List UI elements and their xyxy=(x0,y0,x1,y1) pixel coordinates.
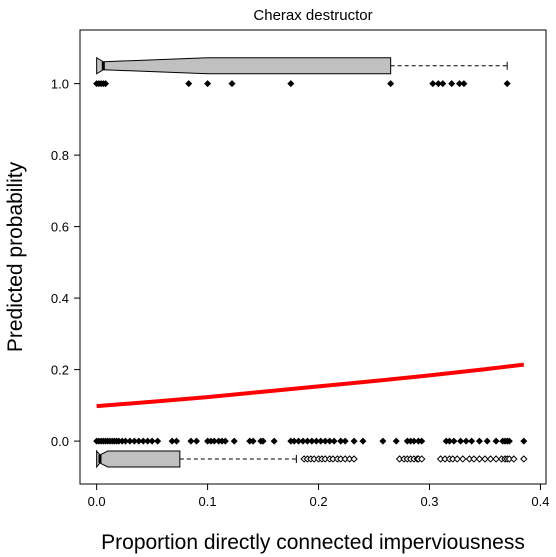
points-absent xyxy=(93,437,528,445)
plot-frame xyxy=(79,29,547,485)
y-axis-label: Predicted probability xyxy=(4,161,27,352)
absent-point xyxy=(418,437,426,445)
absent-point xyxy=(299,437,307,445)
absent-point xyxy=(154,437,162,445)
absent-point xyxy=(341,437,349,445)
absent-point xyxy=(450,437,458,445)
absent-point xyxy=(270,437,278,445)
absent-point xyxy=(330,437,338,445)
box-outlier xyxy=(475,455,484,463)
x-tick-label: 0.0 xyxy=(88,494,106,509)
box-body xyxy=(96,449,181,469)
absent-point xyxy=(193,437,200,445)
box-outlier xyxy=(453,455,461,463)
absent-point xyxy=(475,437,483,445)
absent-point xyxy=(230,437,238,445)
absent-point xyxy=(168,437,176,445)
absent-point xyxy=(187,437,195,445)
absent-point xyxy=(126,437,134,445)
absent-point xyxy=(139,437,147,445)
absent-point xyxy=(173,437,181,445)
absent-point xyxy=(312,437,320,445)
absent-point xyxy=(221,437,229,445)
y-tick-label: 0.4 xyxy=(51,291,69,306)
absent-point xyxy=(337,437,345,445)
absent-point xyxy=(135,437,143,445)
box-outlier xyxy=(481,455,489,463)
box-outlier xyxy=(418,455,426,463)
absent-point xyxy=(130,437,138,445)
present-point xyxy=(460,80,468,88)
absent-point xyxy=(326,437,334,445)
absent-point xyxy=(392,437,400,445)
present-point xyxy=(102,80,110,88)
absent-point xyxy=(144,437,152,445)
present-point xyxy=(185,80,193,88)
absent-point xyxy=(308,437,316,445)
absent-point xyxy=(520,437,528,445)
absent-point xyxy=(468,437,476,445)
absent-point xyxy=(462,437,470,445)
box-outlier xyxy=(492,455,500,463)
present-point xyxy=(448,80,456,88)
fitted-curve-line xyxy=(96,362,525,409)
present-point xyxy=(287,80,295,88)
box-body xyxy=(96,56,392,75)
absent-point xyxy=(303,437,311,445)
x-tick-label: 0.2 xyxy=(310,494,328,509)
y-tick-label: 0.2 xyxy=(51,363,69,378)
present-point xyxy=(439,80,447,88)
present-point xyxy=(228,80,236,88)
absent-point xyxy=(259,437,267,445)
box-outlier xyxy=(520,455,528,463)
absent-point xyxy=(295,437,303,445)
boxplot-absent xyxy=(96,449,528,469)
y-tick-label: 1.0 xyxy=(51,77,69,92)
boxplot-present xyxy=(96,56,508,75)
points-present xyxy=(93,80,511,88)
absent-point xyxy=(350,437,358,445)
absent-point xyxy=(249,437,257,445)
y-axis: 0.0 0.2 0.4 0.6 0.8 1.0 xyxy=(51,77,80,449)
absent-point xyxy=(505,437,513,445)
x-axis-label: Proportion directly connected impervious… xyxy=(101,531,525,554)
box-outlier xyxy=(470,455,478,463)
chart-title: Cherax destructor xyxy=(253,7,372,24)
box-outlier xyxy=(510,455,518,463)
x-tick-label: 0.1 xyxy=(199,494,217,509)
absent-point xyxy=(317,437,325,445)
box-outlier xyxy=(459,455,467,463)
present-point xyxy=(429,80,437,88)
absent-point xyxy=(410,437,418,445)
present-point xyxy=(434,80,442,88)
present-point xyxy=(204,80,212,88)
y-tick-label: 0.6 xyxy=(51,220,69,235)
absent-point xyxy=(359,437,367,445)
box-outlier xyxy=(350,455,358,463)
absent-point xyxy=(321,437,329,445)
absent-point xyxy=(148,437,156,445)
absent-point xyxy=(121,437,129,445)
x-tick-label: 0.4 xyxy=(531,494,549,509)
absent-point xyxy=(445,437,453,445)
absent-point xyxy=(290,437,298,445)
absent-point xyxy=(379,437,387,445)
absent-point xyxy=(492,437,500,445)
present-point xyxy=(455,80,463,88)
box-outlier xyxy=(486,455,495,463)
absent-point xyxy=(210,437,218,445)
present-point xyxy=(503,80,511,88)
x-tick-label: 0.3 xyxy=(420,494,438,509)
absent-point xyxy=(483,437,491,445)
present-point xyxy=(387,80,395,88)
absent-point xyxy=(457,437,465,445)
y-tick-label: 0.0 xyxy=(51,434,69,449)
x-axis: 0.0 0.1 0.2 0.3 0.4 xyxy=(88,484,549,509)
y-tick-label: 0.8 xyxy=(51,148,69,163)
